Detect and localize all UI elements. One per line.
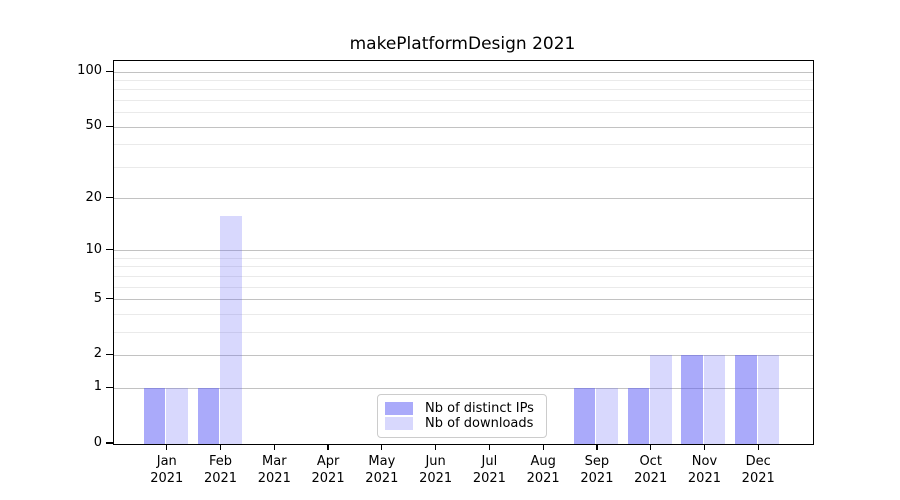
legend-swatch-distinct-ips [385, 402, 413, 415]
x-tick-mark [166, 444, 168, 450]
gridline-minor [114, 89, 813, 91]
x-tick-mark [273, 444, 275, 450]
x-tick-label: Oct 2021 [634, 454, 668, 486]
x-tick-label: Jun 2021 [419, 454, 453, 486]
legend-swatch-downloads [385, 417, 413, 430]
x-tick-label: Jan 2021 [150, 454, 184, 486]
bars-layer [114, 61, 813, 444]
gridline-minor [114, 286, 813, 288]
x-tick-label: Sep 2021 [580, 454, 614, 486]
gridline-minor [114, 275, 813, 277]
bar-downloads [650, 355, 672, 444]
x-tick-label: Feb 2021 [203, 454, 238, 486]
y-tick-mark [106, 386, 113, 388]
y-tick-mark [106, 125, 113, 127]
y-tick-label: 2 [93, 346, 102, 362]
x-tick-label: Apr 2021 [311, 454, 345, 486]
plot-area [113, 60, 814, 445]
x-tick-mark [542, 444, 544, 450]
bar-downloads [220, 215, 242, 444]
gridline-major [114, 354, 813, 356]
bar-distinct-ips [735, 355, 757, 444]
x-tick-label: May 2021 [365, 454, 399, 486]
x-tick-label: Jul 2021 [472, 454, 506, 486]
gridline-minor [114, 266, 813, 268]
y-tick-label: 100 [77, 63, 102, 79]
gridline-minor [114, 313, 813, 315]
gridline-minor [114, 166, 813, 168]
x-tick-mark [703, 444, 706, 450]
y-tick-mark [106, 249, 113, 251]
gridline-major [114, 387, 813, 389]
x-tick-mark [219, 444, 222, 450]
bar-downloads [757, 355, 780, 444]
gridline-minor [114, 257, 813, 259]
x-tick-mark [757, 444, 759, 450]
gridline-minor [114, 112, 813, 114]
y-tick-label: 5 [93, 290, 102, 306]
gridline-major [114, 250, 813, 252]
legend-item-distinct-ips: Nb of distinct IPs [385, 401, 538, 416]
bar-distinct-ips [197, 388, 220, 444]
x-tick-mark [488, 444, 490, 450]
x-tick-label: Nov 2021 [687, 454, 721, 486]
x-tick-mark [381, 444, 383, 450]
bar-downloads [166, 388, 188, 444]
gridline-major [114, 198, 813, 200]
gridline-minor [114, 100, 813, 102]
legend: Nb of distinct IPs Nb of downloads [377, 394, 547, 438]
y-tick-label: 10 [85, 241, 102, 257]
legend-item-downloads: Nb of downloads [385, 416, 538, 431]
y-tick-label: 0 [93, 435, 102, 450]
gridline-major [114, 126, 813, 128]
y-tick-mark [106, 70, 113, 72]
x-tick-label: Aug 2021 [526, 454, 560, 486]
gridline-major [114, 299, 813, 301]
gridline-minor [114, 331, 813, 333]
bar-downloads [703, 355, 726, 444]
x-tick-label: Dec 2021 [741, 454, 775, 486]
bar-distinct-ips [573, 388, 596, 444]
gridline-minor [114, 80, 813, 82]
y-tick-label: 50 [85, 118, 102, 134]
y-tick-label: 1 [93, 379, 102, 395]
bar-distinct-ips [143, 388, 166, 444]
gridline-major [114, 71, 813, 73]
bar-distinct-ips [681, 355, 703, 444]
y-tick-mark [106, 197, 113, 199]
y-tick-label: 20 [85, 189, 102, 205]
bar-downloads [596, 388, 618, 444]
x-tick-mark [435, 444, 437, 450]
gridline-minor [114, 144, 813, 146]
chart-title: makePlatformDesign 2021 [349, 34, 576, 54]
x-tick-mark [650, 444, 652, 450]
grid-layer [114, 61, 813, 444]
y-tick-mark [106, 442, 113, 444]
legend-label-distinct-ips: Nb of distinct IPs [425, 401, 534, 416]
legend-label-downloads: Nb of downloads [425, 416, 534, 431]
bar-distinct-ips [627, 388, 650, 444]
x-tick-mark [327, 444, 329, 450]
x-tick-label: Mar 2021 [257, 454, 291, 486]
y-tick-mark [106, 353, 113, 356]
y-tick-mark [106, 298, 113, 300]
x-tick-mark [596, 444, 598, 450]
